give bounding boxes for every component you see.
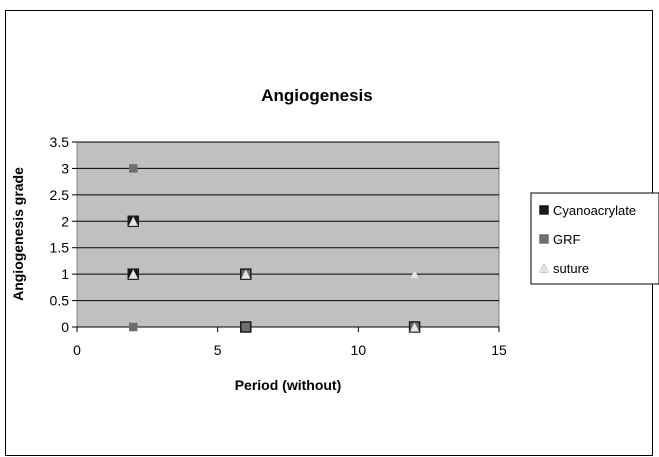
legend-label: suture — [553, 261, 589, 276]
x-tick-label: 10 — [351, 342, 367, 358]
data-point-suture — [409, 321, 420, 332]
data-point-suture — [409, 269, 420, 279]
x-axis-label: Period (without) — [235, 377, 342, 393]
legend-box — [530, 192, 659, 285]
data-point-suture — [128, 269, 139, 279]
data-point-suture — [240, 269, 251, 279]
y-tick-label: 0.5 — [50, 293, 70, 309]
y-tick-label: 0 — [61, 319, 69, 335]
y-axis-ticks: 0 0.5 1 1.5 2 2.5 3 3.5 — [50, 134, 77, 335]
y-tick-label: 2.5 — [50, 187, 70, 203]
x-tick-label: 15 — [491, 342, 507, 358]
y-tick-label: 3 — [61, 160, 69, 176]
y-tick-label: 1 — [61, 266, 69, 282]
legend-marker-suture — [539, 262, 549, 273]
y-axis-label: Angiogenesis grade — [10, 167, 26, 301]
legend-marker-cyanoacrylate — [539, 205, 549, 215]
data-point-suture — [128, 216, 139, 227]
data-point-grf — [129, 322, 138, 332]
legend: Cyanoacrylate GRF suture — [530, 192, 659, 285]
y-tick-label: 2 — [61, 213, 69, 229]
x-tick-label: 0 — [73, 342, 81, 358]
x-tick-label: 5 — [214, 342, 222, 358]
plot-area — [76, 141, 500, 328]
legend-label: GRF — [553, 232, 581, 247]
x-axis-ticks: 0 5 10 15 — [73, 326, 507, 358]
data-markers — [127, 164, 421, 333]
data-point-grf — [129, 164, 138, 173]
data-point-grf — [241, 322, 251, 332]
chart-title: Angiogenesis — [261, 86, 372, 105]
legend-marker-grf — [539, 234, 549, 244]
legend-label: Cyanoacrylate — [553, 203, 636, 218]
y-tick-label: 3.5 — [50, 134, 70, 150]
y-tick-label: 1.5 — [50, 240, 70, 256]
